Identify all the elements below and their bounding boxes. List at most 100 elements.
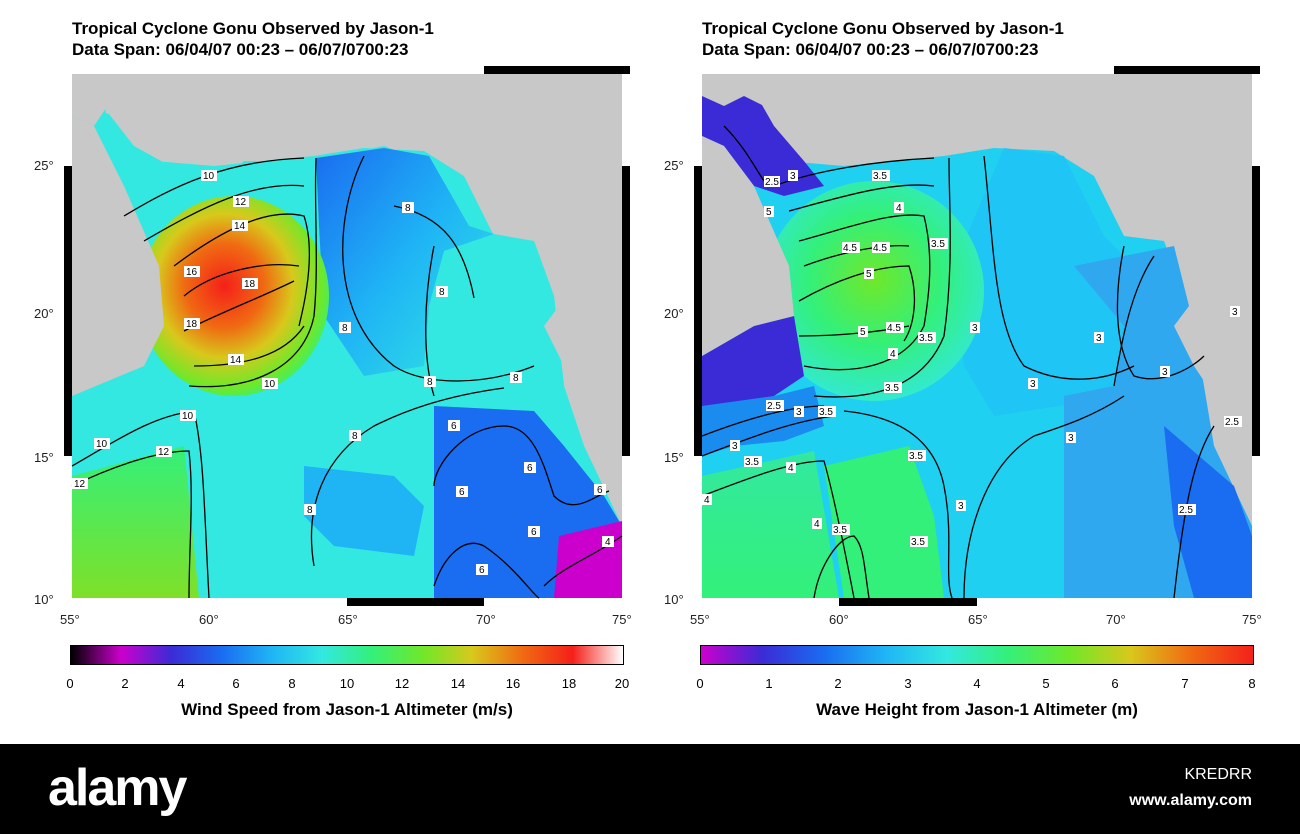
wave-height-colorbar: [700, 645, 1254, 665]
svg-text:4.5: 4.5: [887, 323, 901, 334]
contour-label: 3.5: [872, 170, 890, 182]
svg-text:6: 6: [459, 487, 465, 498]
svg-text:6: 6: [451, 421, 457, 432]
svg-text:16: 16: [186, 267, 198, 278]
svg-text:4: 4: [896, 203, 902, 214]
svg-text:10: 10: [264, 379, 276, 390]
contour-label: 3.5: [884, 382, 902, 394]
stock-footer: alamy KREDRR www.alamy.com: [0, 744, 1300, 834]
wind-speed-colorbar: [70, 645, 624, 665]
contour-label: 3.5: [918, 332, 936, 344]
svg-text:3: 3: [1068, 433, 1074, 444]
contour-label: 5: [864, 268, 874, 280]
cbar-tick: 10: [339, 676, 355, 691]
svg-text:8: 8: [352, 431, 358, 442]
svg-text:3.5: 3.5: [833, 525, 847, 536]
contour-label: 2.5: [766, 400, 784, 412]
contour-label: 4.5: [872, 242, 890, 254]
wave-height-map: 2.5 3 3.5 5 4 4.5 4.5 5 5 4.5 4 3.5 3.5 …: [694, 66, 1260, 606]
svg-text:8: 8: [439, 287, 445, 298]
svg-text:18: 18: [244, 279, 256, 290]
contour-label: 5: [858, 326, 868, 338]
contour-label: 8: [349, 430, 361, 442]
contour-label: 6: [476, 564, 488, 576]
y-tick-25: 25°: [34, 158, 54, 173]
contour-label: 8: [510, 372, 522, 384]
contour-label: 6: [456, 486, 468, 498]
contour-label: 4.5: [842, 242, 860, 254]
svg-text:4: 4: [605, 537, 611, 548]
x-tick-75: 75°: [612, 612, 632, 627]
cbar-tick: 8: [1248, 676, 1256, 691]
cbar-tick: 6: [1111, 676, 1119, 691]
svg-text:12: 12: [74, 479, 86, 490]
cbar-tick: 14: [450, 676, 466, 691]
svg-text:4: 4: [814, 519, 820, 530]
title-line-2: Data Span: 06/04/07 00:23 – 06/07/0700:2…: [702, 40, 1039, 59]
contour-label: 2.5: [1224, 416, 1242, 428]
stock-image-id: KREDRR: [1184, 766, 1252, 783]
svg-text:5: 5: [866, 269, 872, 280]
title-line-1: Tropical Cyclone Gonu Observed by Jason-…: [72, 19, 434, 38]
contour-label: 3.5: [908, 450, 926, 462]
contour-label: 3: [1066, 432, 1076, 444]
y-tick-20: 20°: [664, 306, 684, 321]
svg-text:3: 3: [1096, 333, 1102, 344]
contour-label: 6: [528, 526, 540, 538]
panel-title: Tropical Cyclone Gonu Observed by Jason-…: [702, 18, 1064, 60]
svg-text:14: 14: [234, 221, 246, 232]
svg-text:8: 8: [513, 373, 519, 384]
svg-text:3: 3: [958, 501, 964, 512]
x-tick-55: 55°: [690, 612, 710, 627]
y-tick-10: 10°: [664, 592, 684, 607]
svg-text:3: 3: [796, 407, 802, 418]
y-tick-15: 15°: [34, 450, 54, 465]
contour-label: 3: [1094, 332, 1104, 344]
svg-text:3.5: 3.5: [819, 407, 833, 418]
cbar-tick: 8: [288, 676, 296, 691]
x-tick-60: 60°: [829, 612, 849, 627]
contour-label: 10: [262, 378, 278, 390]
svg-text:3.5: 3.5: [873, 171, 887, 182]
svg-text:8: 8: [405, 203, 411, 214]
svg-text:6: 6: [527, 463, 533, 474]
title-line-1: Tropical Cyclone Gonu Observed by Jason-…: [702, 19, 1064, 38]
contour-label: 3: [1230, 306, 1240, 318]
cbar-tick: 18: [561, 676, 577, 691]
contour-label: 3: [794, 406, 804, 418]
cbar-tick: 4: [973, 676, 981, 691]
contour-label: 8: [339, 322, 351, 334]
y-tick-15: 15°: [664, 450, 684, 465]
cbar-tick: 2: [121, 676, 129, 691]
contour-label: 3.5: [930, 238, 948, 250]
map-frame: 2.5 3 3.5 5 4 4.5 4.5 5 5 4.5 4 3.5 3.5 …: [694, 66, 1260, 606]
contour-label: 3: [730, 440, 740, 452]
contour-label: 4: [894, 202, 904, 214]
svg-text:4: 4: [788, 463, 794, 474]
colorbar-title: Wave Height from Jason-1 Altimeter (m): [816, 700, 1138, 719]
svg-text:3: 3: [732, 441, 738, 452]
svg-text:10: 10: [182, 411, 194, 422]
contour-label: 10: [94, 438, 110, 450]
svg-text:4.5: 4.5: [843, 243, 857, 254]
contour-label: 3: [1160, 366, 1170, 378]
cbar-tick: 12: [394, 676, 410, 691]
cbar-tick: 20: [614, 676, 630, 691]
x-tick-65: 65°: [968, 612, 988, 627]
svg-text:10: 10: [203, 171, 215, 182]
svg-text:8: 8: [427, 377, 433, 388]
cbar-tick: 2: [834, 676, 842, 691]
contour-label: 4: [702, 494, 712, 506]
svg-text:6: 6: [597, 485, 603, 496]
contour-label: 14: [228, 354, 244, 366]
colorbar-title: Wind Speed from Jason-1 Altimeter (m/s): [181, 700, 513, 719]
title-line-2: Data Span: 06/04/07 00:23 – 06/07/0700:2…: [72, 40, 409, 59]
svg-text:2.5: 2.5: [1225, 417, 1239, 428]
contour-label: 4: [812, 518, 822, 530]
x-tick-55: 55°: [60, 612, 80, 627]
svg-text:2.5: 2.5: [1179, 505, 1193, 516]
contour-label: 3.5: [744, 456, 762, 468]
svg-text:18: 18: [186, 319, 198, 330]
svg-text:8: 8: [307, 505, 313, 516]
x-tick-75: 75°: [1242, 612, 1262, 627]
